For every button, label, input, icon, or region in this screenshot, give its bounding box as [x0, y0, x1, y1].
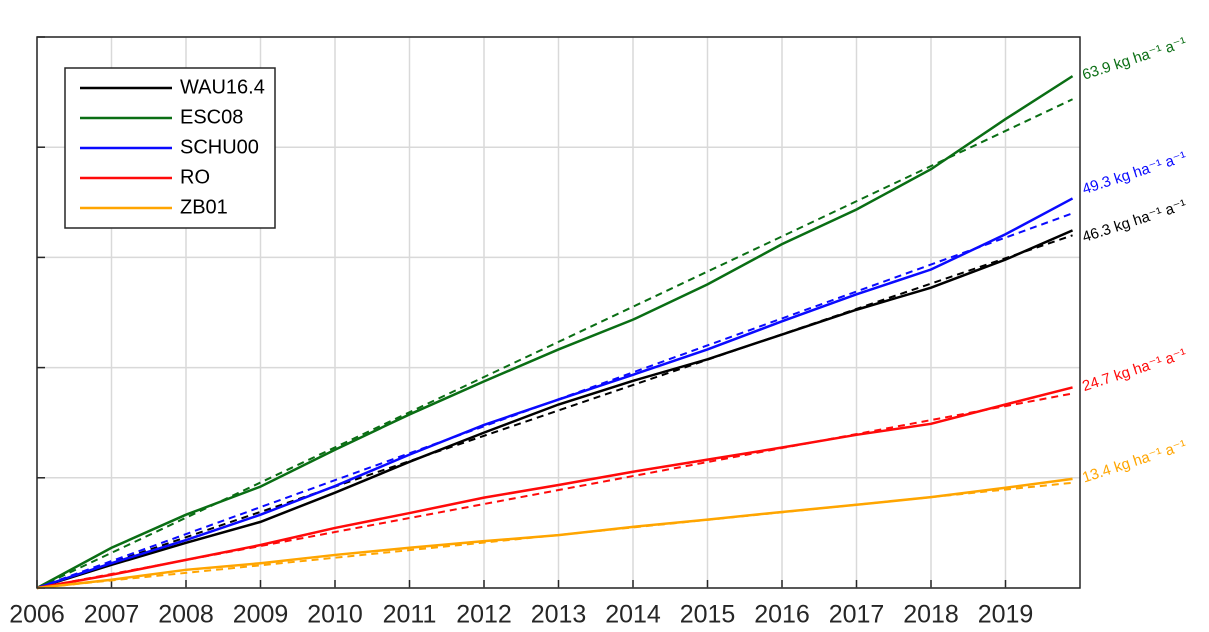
- series-line: [36, 75, 1074, 590]
- x-tick-label: 2019: [978, 601, 1034, 629]
- x-tick-label: 2012: [456, 601, 512, 629]
- series-line: [36, 197, 1074, 590]
- trend-line: [36, 234, 1073, 589]
- rate-label: 24.7 kg ha⁻¹ a⁻¹: [1080, 345, 1188, 395]
- series-line: [36, 229, 1074, 590]
- legend-label: SCHU00: [180, 136, 259, 158]
- x-tick-label: 2018: [903, 601, 959, 629]
- x-tick-label: 2006: [9, 601, 65, 629]
- legend: WAU16.4 ESC08 SCHU00 RO ZB01: [64, 67, 276, 229]
- x-tick-label: 2016: [754, 601, 810, 629]
- x-tick-label: 2007: [84, 601, 140, 629]
- x-tick-label: 2014: [605, 601, 661, 629]
- legend-label: ZB01: [180, 196, 228, 218]
- plot-frame: [36, 36, 1081, 589]
- legend-label: ESC08: [180, 106, 243, 128]
- trend-line: [36, 392, 1073, 589]
- legend-label: WAU16.4: [180, 76, 265, 98]
- x-tick-label: 2010: [307, 601, 363, 629]
- rate-label: 49.3 kg ha⁻¹ a⁻¹: [1080, 148, 1188, 198]
- legend-label: RO: [180, 166, 210, 188]
- series-line: [36, 477, 1073, 590]
- x-tick-label: 2015: [680, 601, 736, 629]
- rate-label: 46.3 kg ha⁻¹ a⁻¹: [1080, 196, 1188, 246]
- x-tick-label: 2011: [383, 601, 437, 629]
- rate-label: 63.9 kg ha⁻¹ a⁻¹: [1080, 34, 1188, 84]
- trend-line: [36, 98, 1073, 589]
- x-tick-label: 2009: [233, 601, 289, 629]
- x-tick-label: 2013: [531, 601, 587, 629]
- series-line: [36, 386, 1073, 590]
- x-tick-label: 2008: [158, 601, 214, 629]
- x-tick-label: 2017: [829, 601, 885, 629]
- trend-line: [36, 212, 1073, 589]
- rate-label: 13.4 kg ha⁻¹ a⁻¹: [1080, 437, 1188, 487]
